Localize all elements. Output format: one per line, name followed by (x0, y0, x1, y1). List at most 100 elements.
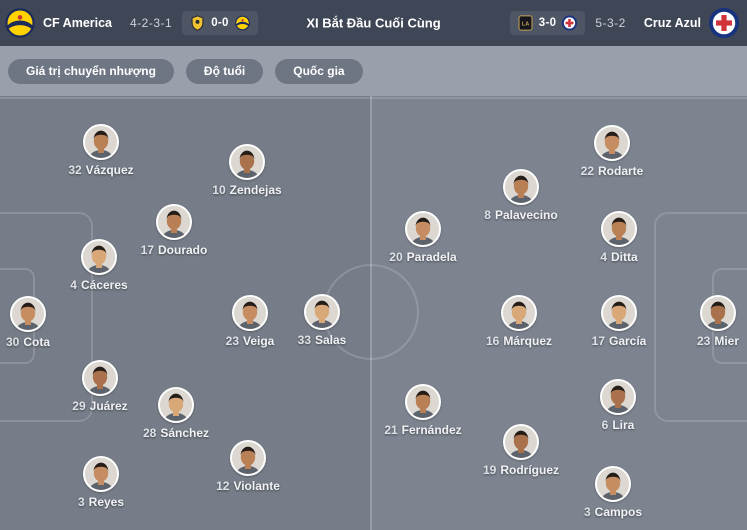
player-number: 6 (601, 418, 609, 432)
player-home-violante[interactable]: 12 Violante (193, 440, 303, 493)
svg-text:LA: LA (522, 21, 529, 27)
filter-nationality-button[interactable]: Quốc gia (275, 58, 363, 84)
player-home-cáceres[interactable]: 4 Cáceres (44, 239, 154, 292)
player-name: Dourado (158, 243, 208, 257)
player-label: 19 Rodríguez (466, 463, 576, 477)
player-number: 21 (384, 423, 398, 437)
player-name: Cáceres (80, 278, 128, 292)
filter-age-button[interactable]: Độ tuổi (185, 58, 264, 84)
player-home-dourado[interactable]: 17 Dourado (119, 204, 229, 257)
stat-filter-bar: Giá trị chuyển nhượng Độ tuổi Quốc gia (0, 46, 747, 96)
player-label: 8 Palavecino (466, 208, 576, 222)
player-home-cota[interactable]: 30 Cota (0, 296, 83, 349)
player-number: 29 (72, 399, 86, 413)
player-label: 3 Reyes (46, 495, 156, 509)
player-label: 4 Cáceres (44, 278, 154, 292)
player-away-ditta[interactable]: 4 Ditta (564, 211, 674, 264)
player-away-rodarte[interactable]: 22 Rodarte (557, 125, 667, 178)
player-photo (156, 204, 192, 240)
player-name: Rodarte (598, 164, 644, 178)
pitch-top-line (0, 97, 747, 99)
player-photo (83, 456, 119, 492)
player-number: 3 (77, 495, 85, 509)
player-home-veiga[interactable]: 23 Veiga (195, 295, 305, 348)
player-home-sánchez[interactable]: 28 Sánchez (121, 387, 231, 440)
player-name: Zendejas (229, 183, 282, 197)
player-away-mier[interactable]: 23 Mier (663, 295, 747, 348)
filter-transfer-value-button[interactable]: Giá trị chuyển nhượng (8, 58, 174, 84)
player-home-salas[interactable]: 33 Salas (267, 294, 377, 347)
player-away-rodríguez[interactable]: 19 Rodríguez (466, 424, 576, 477)
player-away-lira[interactable]: 6 Lira (563, 379, 673, 432)
away-team-badge-icon (562, 15, 578, 31)
match-header: CF America 4-2-3-1 0-0 XI Bắt Đầu Cuối C… (0, 0, 747, 46)
player-name: Ditta (611, 250, 638, 264)
player-photo (601, 295, 637, 331)
player-name: Vázquez (85, 163, 134, 177)
player-away-garcía[interactable]: 17 García (564, 295, 674, 348)
player-label: 20 Paradela (368, 250, 478, 264)
player-photo (595, 466, 631, 502)
home-team-badge-icon (234, 15, 250, 31)
player-away-márquez[interactable]: 16 Márquez (464, 295, 574, 348)
away-last-match-chip[interactable]: LA 3-0 (509, 11, 586, 35)
player-label: 33 Salas (267, 333, 377, 347)
player-label: 17 Dourado (119, 243, 229, 257)
player-name: Fernández (401, 423, 462, 437)
player-number: 17 (591, 334, 605, 348)
player-name: Reyes (88, 495, 125, 509)
player-photo (501, 295, 537, 331)
player-number: 8 (484, 208, 491, 222)
player-home-zendejas[interactable]: 10 Zendejas (192, 144, 302, 197)
player-label: 3 Campos (558, 505, 668, 519)
player-number: 20 (389, 250, 403, 264)
player-away-palavecino[interactable]: 8 Palavecino (466, 169, 576, 222)
away-team-logo-icon (709, 8, 739, 38)
player-label: 4 Ditta (564, 250, 674, 264)
player-home-vázquez[interactable]: 32 Vázquez (46, 124, 156, 177)
player-number: 33 (297, 333, 311, 347)
away-team-summary: LA 3-0 5-3-2 Cruz Azul (509, 8, 747, 38)
player-number: 22 (580, 164, 594, 178)
player-photo (158, 387, 194, 423)
player-number: 4 (70, 278, 77, 292)
player-photo (503, 169, 539, 205)
player-name: Salas (315, 333, 347, 347)
player-label: 28 Sánchez (121, 426, 231, 440)
player-name: Rodríguez (500, 463, 560, 477)
pitch: 30 Cota 32 Vázquez 4 Cáceres 29 Juárez 3 Reyes 17 D… (0, 96, 747, 530)
player-photo (405, 211, 441, 247)
player-label: 23 Mier (663, 334, 747, 348)
player-name: Campos (594, 505, 643, 519)
player-number: 19 (482, 463, 497, 477)
player-home-reyes[interactable]: 3 Reyes (46, 456, 156, 509)
player-number: 16 (485, 334, 500, 348)
player-photo (304, 294, 340, 330)
home-last-match-chip[interactable]: 0-0 (182, 11, 258, 35)
player-number: 10 (212, 183, 226, 197)
player-photo (10, 296, 46, 332)
player-home-juárez[interactable]: 29 Juárez (45, 360, 155, 413)
player-away-paradela[interactable]: 20 Paradela (368, 211, 478, 264)
player-photo (405, 384, 441, 420)
player-number: 23 (696, 334, 711, 348)
home-last-score: 0-0 (211, 17, 229, 29)
player-label: 21 Fernández (368, 423, 478, 437)
player-photo (503, 424, 539, 460)
player-name: Veiga (243, 334, 275, 348)
player-name: Sánchez (160, 426, 210, 440)
player-label: 10 Zendejas (192, 183, 302, 197)
player-label: 12 Violante (193, 479, 303, 493)
halfway-line (370, 96, 372, 530)
player-label: 6 Lira (563, 418, 673, 432)
player-photo (700, 295, 736, 331)
home-team-logo-icon (5, 8, 35, 38)
player-photo (594, 125, 630, 161)
player-name: Violante (233, 479, 280, 493)
away-formation: 5-3-2 (595, 16, 626, 30)
player-name: Cota (23, 335, 51, 349)
player-away-campos[interactable]: 3 Campos (558, 466, 668, 519)
player-away-fernández[interactable]: 21 Fernández (368, 384, 478, 437)
opponent-shield-icon (191, 15, 204, 31)
player-number: 30 (5, 335, 20, 349)
